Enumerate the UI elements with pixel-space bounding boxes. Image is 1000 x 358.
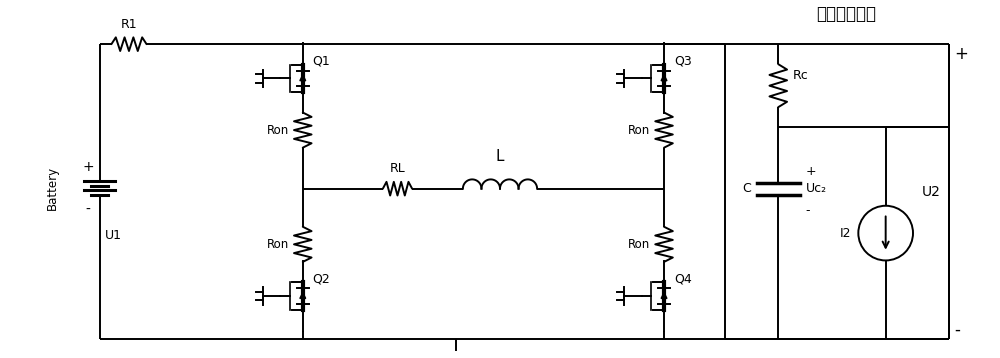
Text: Q1: Q1	[313, 54, 330, 67]
Text: Rc: Rc	[793, 69, 809, 82]
Text: -: -	[86, 203, 90, 217]
Text: Q2: Q2	[313, 272, 330, 285]
Text: -: -	[806, 204, 810, 217]
Text: +: +	[82, 160, 94, 174]
Text: RL: RL	[390, 162, 405, 175]
Text: Q3: Q3	[674, 54, 692, 67]
Text: U2: U2	[922, 185, 941, 199]
Text: +: +	[806, 165, 816, 178]
Text: U1: U1	[105, 228, 122, 242]
Text: -: -	[954, 320, 960, 338]
Text: Ron: Ron	[267, 124, 289, 137]
Text: Q4: Q4	[674, 272, 692, 285]
Text: I2: I2	[840, 227, 851, 240]
Text: Uc₂: Uc₂	[806, 182, 827, 195]
Text: Ron: Ron	[628, 124, 650, 137]
Text: Ron: Ron	[267, 238, 289, 251]
Text: R1: R1	[121, 19, 137, 32]
Text: +: +	[954, 45, 968, 63]
Text: Ron: Ron	[628, 238, 650, 251]
Text: L: L	[496, 149, 504, 164]
Text: 直流母线电压: 直流母线电压	[817, 5, 877, 23]
Text: Battery: Battery	[46, 166, 59, 210]
Text: C: C	[742, 182, 751, 195]
